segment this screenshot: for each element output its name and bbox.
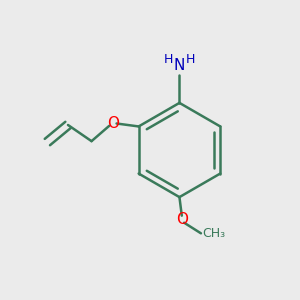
Text: CH₃: CH₃ — [202, 227, 226, 240]
Text: O: O — [108, 116, 120, 131]
Text: H: H — [186, 53, 195, 66]
Text: O: O — [176, 212, 188, 227]
Text: N: N — [174, 58, 185, 73]
Text: H: H — [164, 53, 173, 66]
